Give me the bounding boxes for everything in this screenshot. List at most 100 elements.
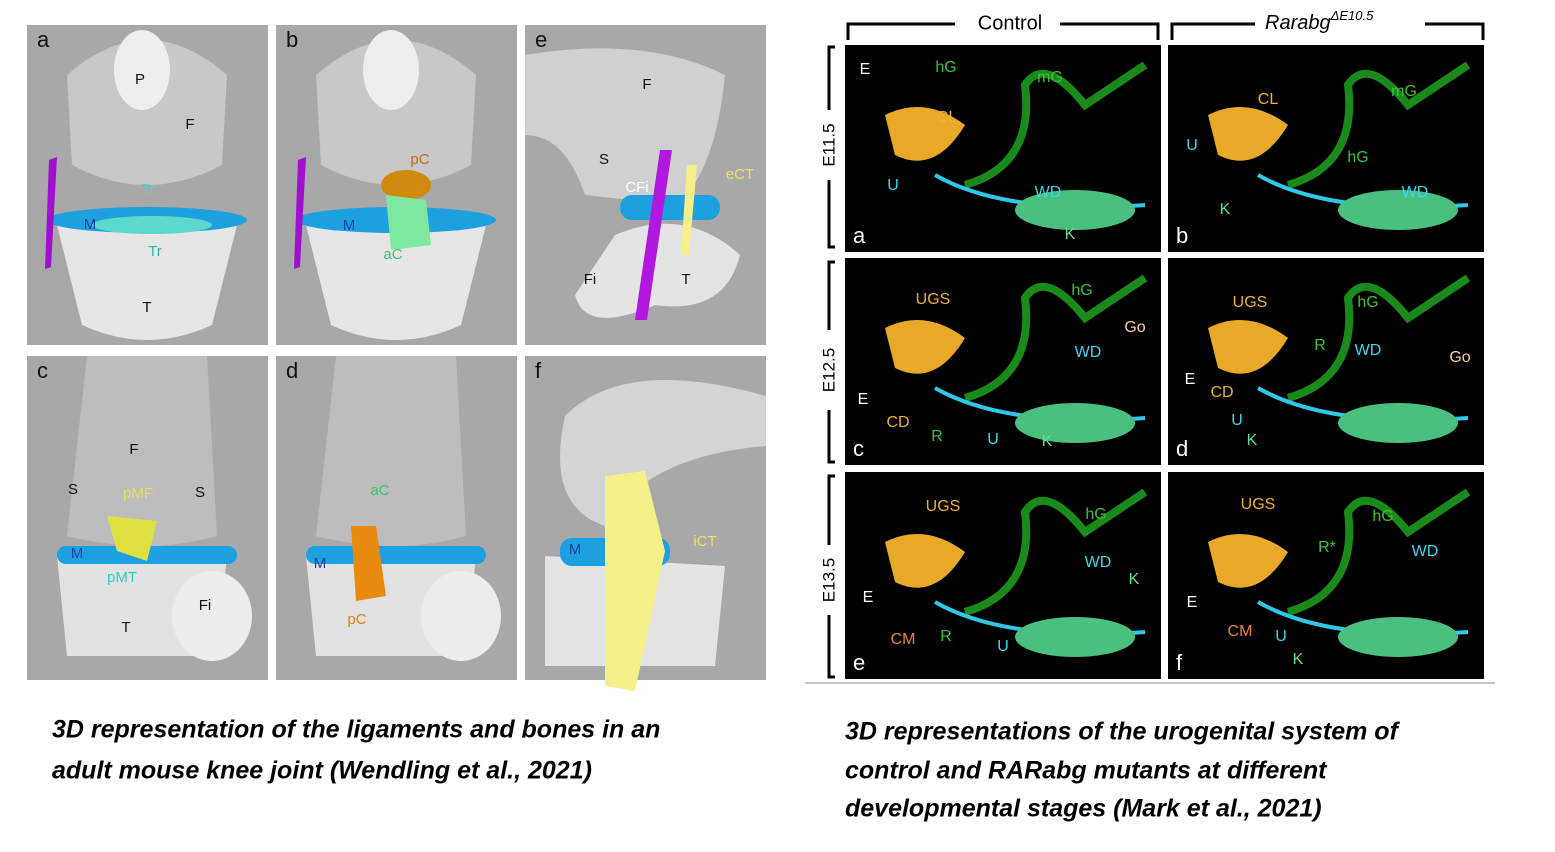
image-panel: d aC MpC [276, 356, 517, 680]
structure-label: E [1187, 594, 1198, 611]
structure-label: WD [1035, 184, 1062, 201]
structure-label: S [195, 484, 205, 501]
structure-label: CD [1210, 384, 1233, 401]
panel-letter: f [535, 358, 542, 383]
ligament [92, 216, 212, 234]
structure-label: K [1042, 433, 1053, 450]
structure-label: U [1186, 137, 1198, 154]
structure-label: pC [410, 151, 429, 168]
structure-label: iCT [693, 533, 716, 550]
structure-label: S [68, 481, 78, 498]
panel-letter: a [37, 27, 50, 52]
structure-label: WD [1412, 543, 1439, 560]
stage-label: E13.5 [819, 558, 838, 602]
gut-tube [963, 61, 1148, 189]
bone [363, 30, 419, 110]
structure-label: CM [1228, 623, 1253, 640]
header-main: Rarabg [1265, 12, 1331, 34]
structure-label: E [1185, 371, 1196, 388]
bone [67, 356, 217, 546]
panel-letter: d [1176, 436, 1188, 461]
image-panel: a P F Tr M Tr T [27, 25, 268, 345]
structure-label: Tr [141, 181, 155, 198]
structure-label: Go [1449, 349, 1470, 366]
column-header: Control [978, 12, 1042, 34]
structure-label: M [71, 545, 84, 562]
kidney [1338, 190, 1458, 230]
panel-letter: d [286, 358, 298, 383]
structure-label: CL [1258, 91, 1279, 108]
image-panel: b pC MaC [276, 25, 517, 345]
bone [114, 30, 170, 110]
structure-label: Tr [148, 243, 162, 260]
structure-label: WD [1402, 184, 1429, 201]
structure-label: CL [937, 109, 958, 126]
structure-label: pMF [123, 485, 153, 502]
gut-tube [1286, 488, 1471, 616]
structure-label: aC [370, 482, 389, 499]
structure-label: U [887, 177, 899, 194]
structure-label: M [84, 216, 97, 233]
structure-label: K [1065, 226, 1076, 243]
caption-line: developmental stages (Mark et al., 2021) [845, 795, 1322, 823]
kidney [1015, 403, 1135, 443]
structure-label: R* [1318, 539, 1336, 556]
image-panel: f UGS hG R* WD E CM UK [1168, 472, 1484, 679]
structure-label: F [642, 76, 651, 93]
structure-label: F [129, 441, 138, 458]
header-superscript: ΔE10.5 [1330, 8, 1374, 23]
structure-label: R [1314, 337, 1326, 354]
structure-label: pMT [107, 569, 137, 586]
structure-label: F [185, 116, 194, 133]
structure-label: hG [1071, 282, 1092, 299]
structure-label: pC [347, 611, 366, 628]
structure-label: Fi [199, 597, 212, 614]
ligament [294, 157, 306, 269]
ligament [107, 516, 157, 561]
structure-label: hG [1085, 506, 1106, 523]
kidney [1015, 190, 1135, 230]
structure-label: Go [1124, 319, 1145, 336]
structure-label: S [599, 151, 609, 168]
panel-letter: b [286, 27, 298, 52]
structure-label: hG [935, 59, 956, 76]
stage-label: E12.5 [819, 348, 838, 392]
structure-label: CFi [625, 179, 648, 196]
ligament [635, 150, 672, 320]
sinus [1208, 534, 1288, 588]
structure-label: mG [1037, 69, 1063, 86]
kidney [1338, 403, 1458, 443]
gut-tube [1286, 61, 1471, 189]
structure-label: aC [383, 246, 402, 263]
image-panel: e F S CFi eCT Fi T [525, 25, 766, 345]
bone [525, 48, 725, 206]
panel-letter: e [853, 650, 865, 675]
panel-letter: a [853, 223, 866, 248]
structure-label: Fi [584, 271, 597, 288]
structure-label: K [1220, 201, 1231, 218]
structure-label: UGS [926, 498, 961, 515]
structure-label: K [1293, 651, 1304, 668]
structure-label: hG [1347, 149, 1368, 166]
structure-label: mG [1391, 83, 1417, 100]
structure-label: M [343, 217, 356, 234]
structure-label: UGS [1233, 294, 1268, 311]
sinus [885, 534, 965, 588]
bone [67, 40, 227, 185]
structure-label: UGS [1241, 496, 1276, 513]
structure-label: eCT [726, 166, 754, 183]
structure-label: K [1247, 432, 1258, 449]
image-panel: f M iCT [525, 356, 766, 691]
ligament [45, 157, 57, 269]
structure-label: U [997, 638, 1009, 655]
caption-line: 3D representations of the urogenital sys… [845, 718, 1401, 746]
structure-label: T [121, 619, 130, 636]
sinus [885, 320, 965, 374]
image-panel: b CL mG UhG WD K [1168, 45, 1484, 252]
caption-line: 3D representation of the ligaments and b… [52, 716, 660, 744]
structure-label: R [940, 628, 952, 645]
sinus [885, 107, 965, 161]
